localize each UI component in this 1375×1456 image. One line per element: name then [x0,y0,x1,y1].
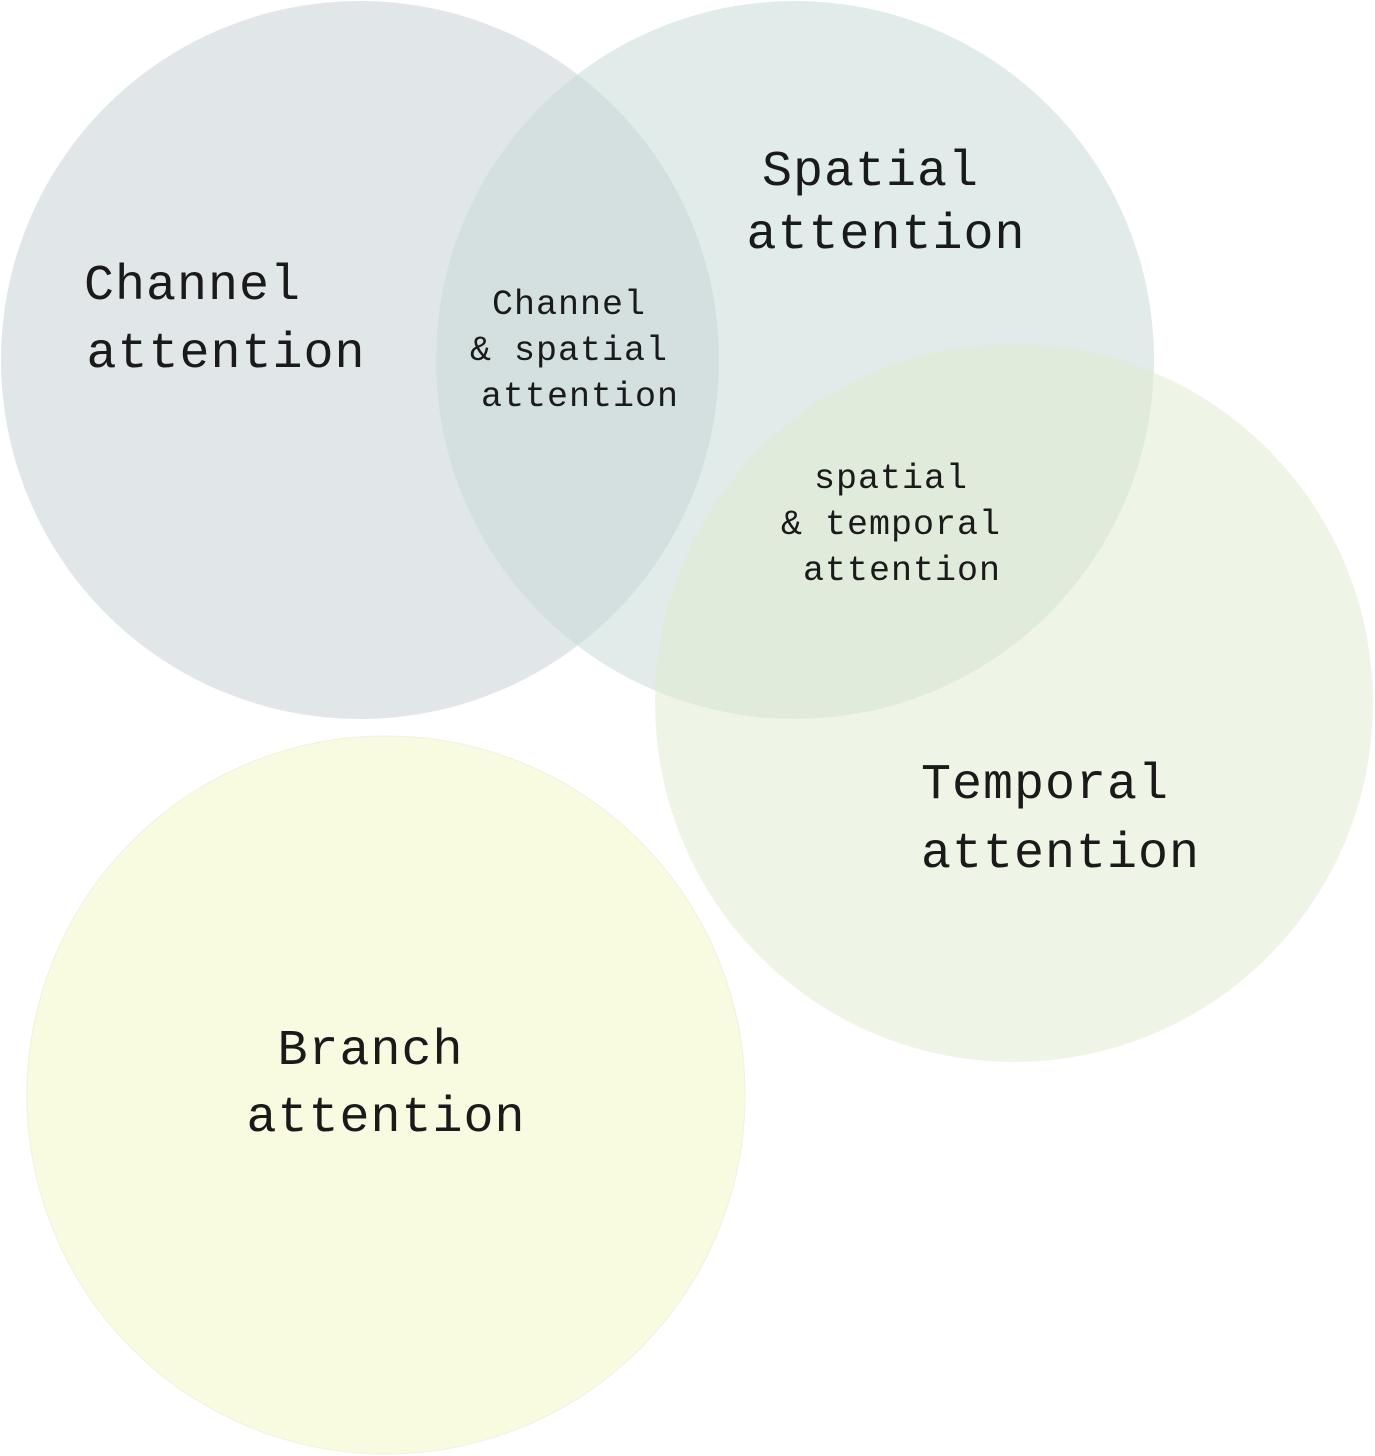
spatial-temporal-label-line2: & temporal [781,505,1001,545]
spatial-temporal-label-line1: spatial [814,459,968,499]
channel-spatial-label-line2: & spatial [470,331,668,371]
branch-attention-label-line1: Branch [277,1023,463,1080]
channel-spatial-label-line3: attention [481,377,679,417]
spatial-attention-label-line2: attention [746,207,1025,264]
branch-attention-circle [26,735,746,1455]
channel-spatial-label-line1: Channel [492,285,646,325]
spatial-temporal-intersection-label: spatial & temporal attention [781,459,1023,591]
branch-attention-label-line2: attention [246,1090,525,1147]
channel-attention-label-line1: Channel [84,258,301,315]
spatial-attention-label-line1: Spatial [762,144,979,201]
temporal-attention-label: Temporal attention [921,757,1200,883]
channel-attention-label: Channel attention [84,258,366,383]
channel-spatial-intersection-label: Channel & spatial attention [470,285,690,417]
temporal-attention-circle [655,344,1373,1062]
spatial-temporal-label-line3: attention [803,551,1001,591]
temporal-attention-label-line1: Temporal [921,757,1169,814]
temporal-attention-label-line2: attention [921,826,1200,883]
spatial-attention-label: Spatial attention [746,144,1025,264]
branch-attention-label: Branch attention [246,1023,525,1147]
channel-attention-label-line2: attention [86,326,365,383]
